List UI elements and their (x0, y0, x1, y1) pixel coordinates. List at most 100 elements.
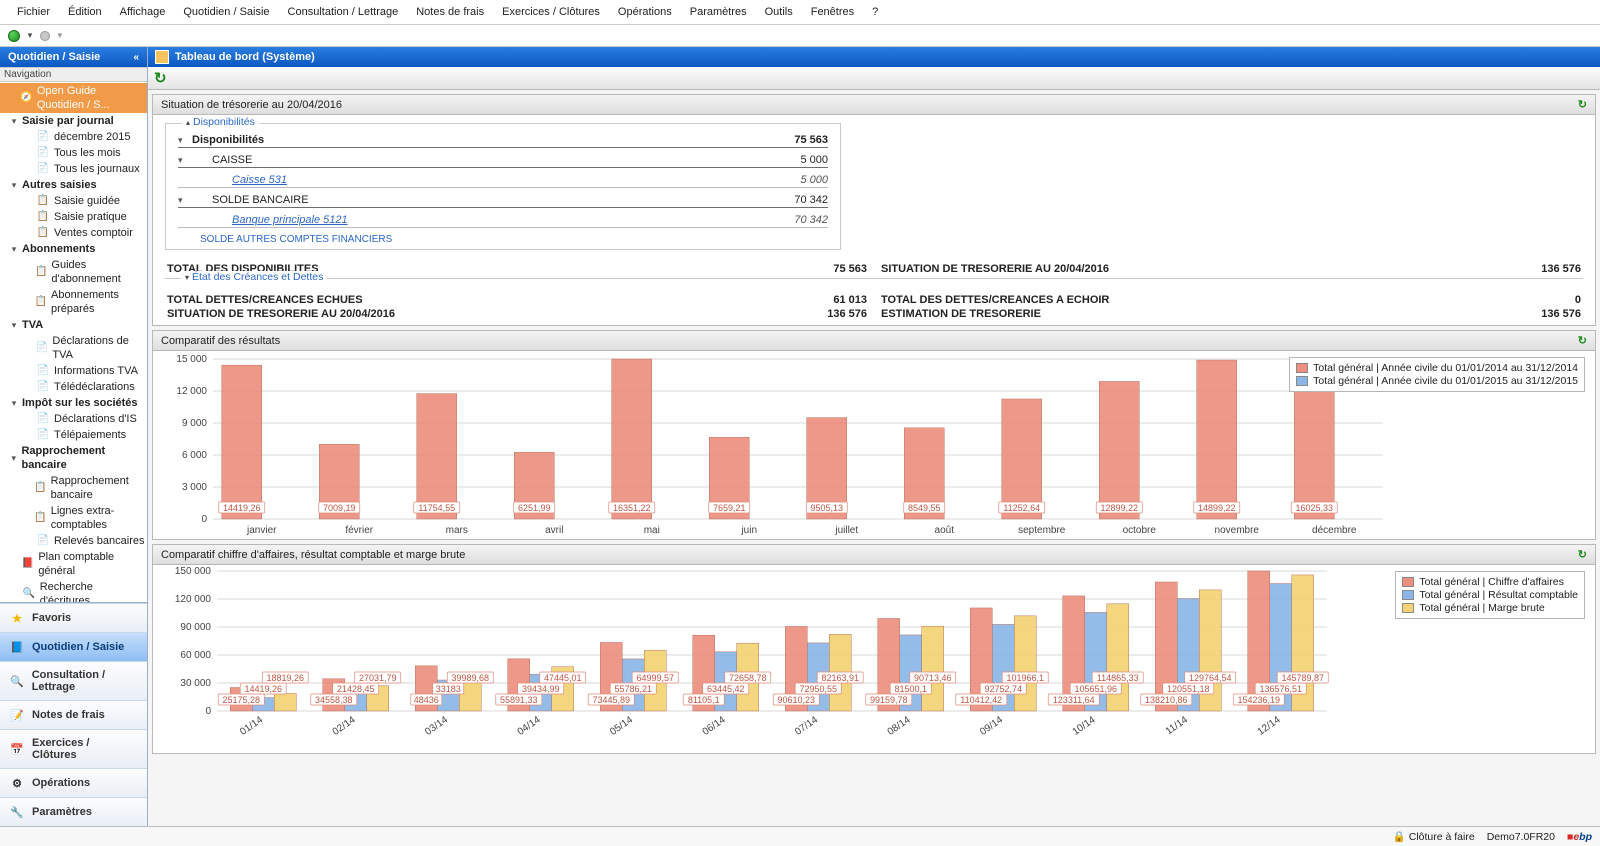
nav-item[interactable]: ▾TVA (0, 317, 147, 333)
menu-item[interactable]: Exercices / Clôtures (493, 4, 609, 20)
nav-item[interactable]: 📋Guides d'abonnement (0, 257, 147, 287)
fieldset-etat[interactable]: État des Créances et Dettes (192, 271, 323, 283)
status-bar: 🔒 Clôture à faire Demo7.0FR20 ■ebp (0, 826, 1600, 846)
menu-item[interactable]: Outils (756, 4, 802, 20)
menu-item[interactable]: Fichier (8, 4, 59, 20)
svg-text:9505,13: 9505,13 (810, 503, 843, 513)
svg-text:7009,19: 7009,19 (323, 503, 356, 513)
nav-item[interactable]: 📄Informations TVA (0, 363, 147, 379)
svg-text:03/14: 03/14 (423, 714, 450, 738)
outlook-label: Favoris (32, 612, 71, 624)
svg-text:82163,91: 82163,91 (821, 673, 859, 683)
outlook-button[interactable]: 📅Exercices / Clôtures (0, 729, 147, 768)
svg-text:décembre: décembre (1312, 525, 1357, 536)
svg-text:09/14: 09/14 (978, 714, 1005, 738)
nav-item[interactable]: ▾Rapprochement bancaire (0, 443, 147, 473)
svg-text:63445,42: 63445,42 (707, 684, 745, 694)
outlook-button[interactable]: 🔍Consultation / Lettrage (0, 661, 147, 700)
nav-item[interactable]: ▾Abonnements (0, 241, 147, 257)
nav-item[interactable]: 📋Ventes comptoir (0, 225, 147, 241)
menu-item[interactable]: Paramètres (681, 4, 756, 20)
sum-l0v: 75 563 (833, 263, 867, 275)
nav-item[interactable]: 🧭Open Guide Quotidien / S... (0, 83, 147, 113)
panel-refresh-icon[interactable]: ↻ (1578, 98, 1587, 111)
sidebar-header[interactable]: Quotidien / Saisie « (0, 47, 147, 67)
svg-text:154236,19: 154236,19 (1237, 695, 1280, 705)
treasury-row[interactable]: Banque principale 512170 342 (178, 214, 828, 228)
menu-item[interactable]: Fenêtres (802, 4, 863, 20)
outlook-button[interactable]: 🔧Paramètres (0, 797, 147, 826)
nav-item[interactable]: 📄décembre 2015 (0, 129, 147, 145)
menu-item[interactable]: Notes de frais (407, 4, 493, 20)
menu-item[interactable]: Quotidien / Saisie (174, 4, 278, 20)
nav-item[interactable]: 📄Tous les mois (0, 145, 147, 161)
status-cloture: Clôture à faire (1409, 831, 1475, 843)
svg-text:64999,57: 64999,57 (636, 673, 674, 683)
nav-item-label: Lignes extra-comptables (51, 504, 145, 532)
svg-text:90 000: 90 000 (180, 622, 211, 633)
star-icon: ★ (10, 611, 24, 625)
menu-item[interactable]: ? (863, 4, 887, 20)
collapse-icon[interactable]: « (133, 52, 139, 63)
nav-item[interactable]: 📄Déclarations d'IS (0, 411, 147, 427)
nav-item-label: Télépaiements (54, 428, 126, 442)
nav-item[interactable]: 📄Relevés bancaires (0, 533, 147, 549)
dashboard-titlebar: Tableau de bord (Système) (148, 47, 1600, 67)
dropdown-caret[interactable]: ▼ (26, 31, 34, 40)
outlook-button[interactable]: ⚙Opérations (0, 768, 147, 797)
nav-item[interactable]: 📋Saisie pratique (0, 209, 147, 225)
svg-text:101966,1: 101966,1 (1006, 673, 1044, 683)
treasury-row[interactable]: ▾CAISSE5 000 (178, 154, 828, 168)
menu-item[interactable]: Édition (59, 4, 111, 20)
nav-item[interactable]: 📋Lignes extra-comptables (0, 503, 147, 533)
brand-logo: ■ebp (1567, 831, 1592, 843)
nav-item[interactable]: ▾Autres saisies (0, 177, 147, 193)
svg-text:juillet: juillet (834, 525, 858, 536)
svg-text:janvier: janvier (246, 525, 277, 536)
nav-item[interactable]: 📕Plan comptable général (0, 549, 147, 579)
sidebar: Quotidien / Saisie « Navigation 🧭Open Gu… (0, 47, 148, 826)
nav-item-label: Saisie pratique (54, 210, 127, 224)
nav-item[interactable]: 📄Tous les journaux (0, 161, 147, 177)
nav-item[interactable]: 📋Rapprochement bancaire (0, 473, 147, 503)
nav-item[interactable]: 📄Télédéclarations (0, 379, 147, 395)
outlook-button[interactable]: 📘Quotidien / Saisie (0, 632, 147, 661)
nav-item[interactable]: 📋Abonnements préparés (0, 287, 147, 317)
outlook-button[interactable]: 📝Notes de frais (0, 700, 147, 729)
status-light-grey[interactable] (40, 31, 50, 41)
sum-r0: SITUATION DE TRESORERIE AU 20/04/2016 (881, 263, 1109, 275)
treasury-row[interactable]: ▾Disponibilités75 563 (178, 134, 828, 148)
nav-item[interactable]: 📄Déclarations de TVA (0, 333, 147, 363)
treasury-row[interactable]: Caisse 5315 000 (178, 174, 828, 188)
nav-item[interactable]: 📋Saisie guidée (0, 193, 147, 209)
treasury-row[interactable]: ▾SOLDE BANCAIRE70 342 (178, 194, 828, 208)
panel-refresh-icon[interactable]: ↻ (1578, 548, 1587, 561)
svg-text:11252,64: 11252,64 (1003, 503, 1040, 513)
nav-item[interactable]: ▾Impôt sur les sociétés (0, 395, 147, 411)
fieldset-disponibilites[interactable]: Disponibilités (193, 116, 255, 128)
svg-text:15 000: 15 000 (176, 354, 207, 365)
nav-item[interactable]: 🔍Recherche d'écritures (0, 579, 147, 602)
svg-text:11/14: 11/14 (1164, 714, 1191, 737)
nav-item-label: Abonnements (22, 242, 95, 256)
menu-item[interactable]: Consultation / Lettrage (279, 4, 408, 20)
panel-refresh-icon[interactable]: ↻ (1578, 334, 1587, 347)
svg-text:60 000: 60 000 (180, 650, 211, 661)
status-light-green[interactable] (8, 30, 20, 42)
dropdown-caret-2[interactable]: ▼ (56, 31, 64, 40)
chart2-legend: Total général | Chiffre d'affairesTotal … (1395, 571, 1585, 619)
treasury-tree[interactable]: ▾Disponibilités75 563 ▾CAISSE5 000 Caisse … (166, 124, 840, 249)
legend-item: Total général | Année civile du 01/01/20… (1296, 375, 1578, 387)
nav-item[interactable]: ▾Saisie par journal (0, 113, 147, 129)
search-icon: 🔍 (10, 674, 24, 688)
svg-text:138210,86: 138210,86 (1145, 695, 1188, 705)
refresh-icon[interactable]: ↻ (154, 70, 167, 87)
nav-item-label: Autres saisies (22, 178, 97, 192)
menu-item[interactable]: Affichage (111, 4, 175, 20)
legend-item: Total général | Chiffre d'affaires (1402, 576, 1578, 588)
nav-item[interactable]: 📄Télépaiements (0, 427, 147, 443)
menu-item[interactable]: Opérations (609, 4, 681, 20)
svg-text:47445,01: 47445,01 (544, 673, 582, 683)
outlook-button[interactable]: ★ Favoris (0, 603, 147, 632)
svg-text:81500,1: 81500,1 (894, 684, 927, 694)
